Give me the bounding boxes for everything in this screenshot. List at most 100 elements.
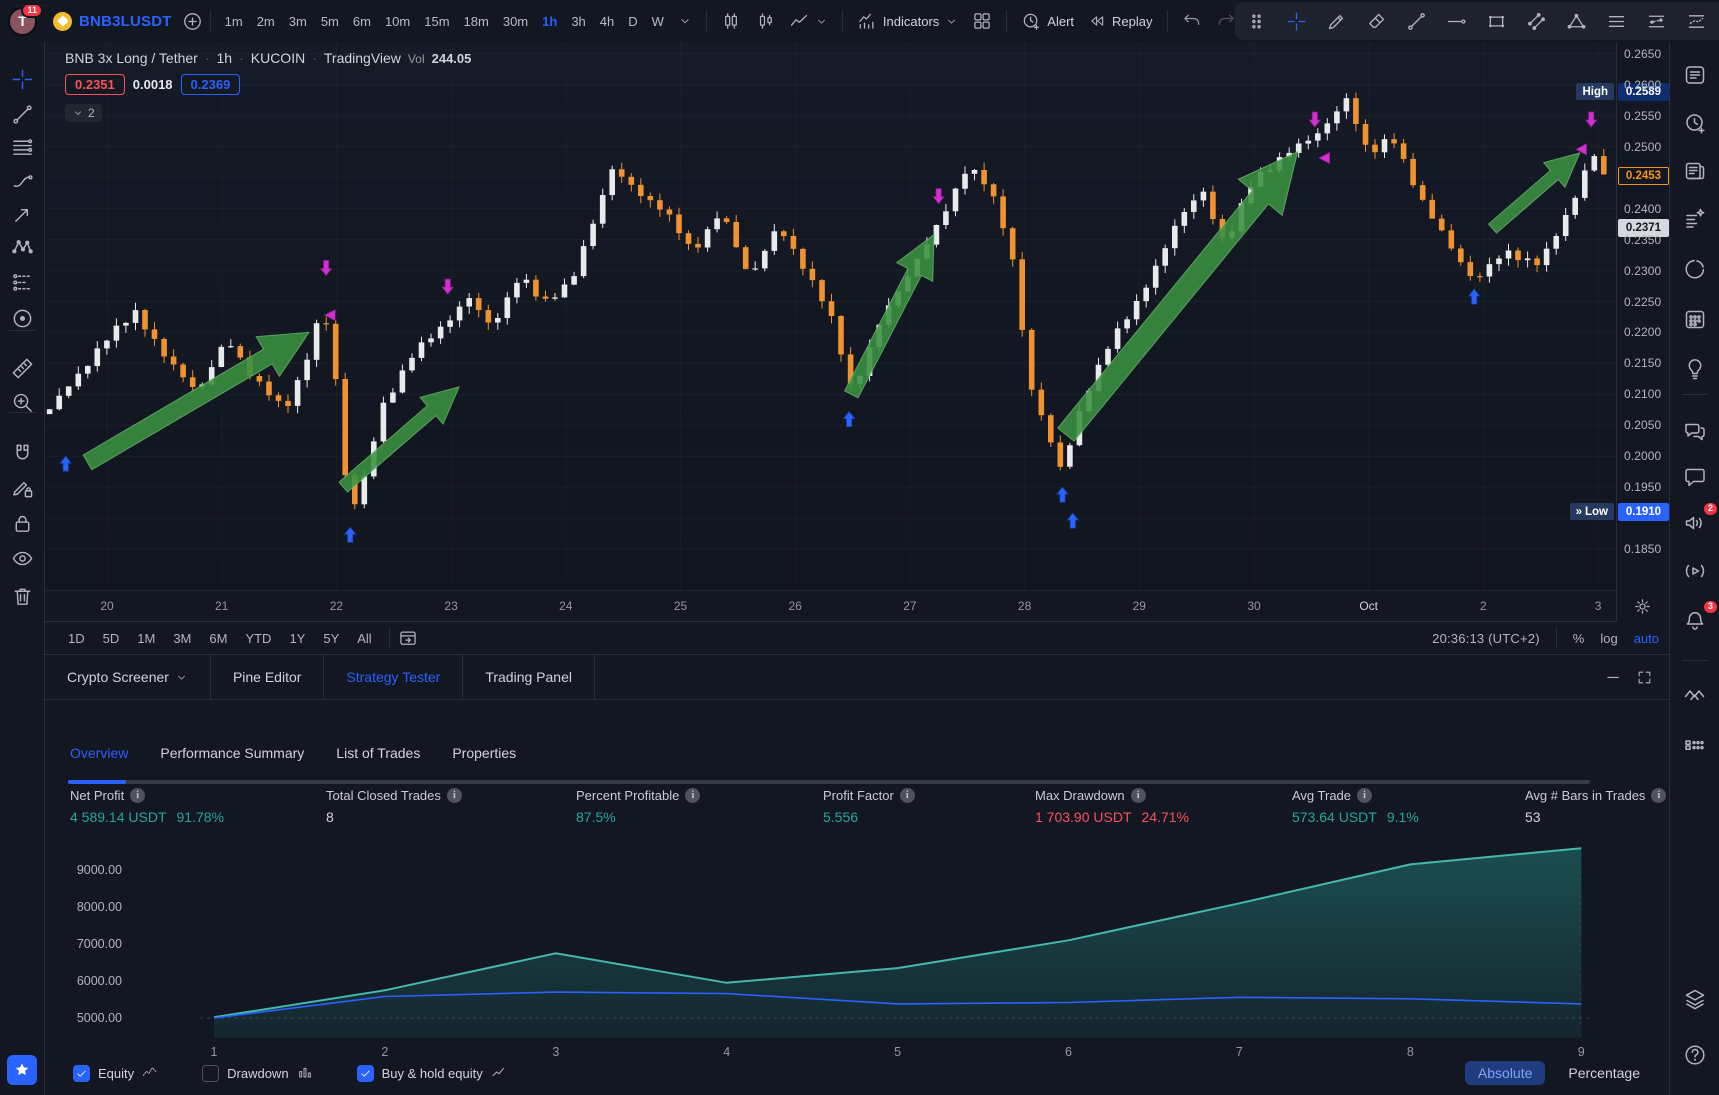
subtab-overview[interactable]: Overview — [70, 745, 129, 761]
chart-style-candles-button[interactable] — [714, 6, 748, 36]
palette-pen-button[interactable] — [1317, 5, 1355, 37]
palette-horizontal-line-button[interactable] — [1437, 5, 1475, 37]
sidebar-lightbulb-button[interactable] — [1678, 352, 1712, 386]
tool-forecast-button[interactable] — [6, 266, 39, 299]
checkbox[interactable] — [73, 1064, 90, 1082]
checkbox[interactable] — [202, 1064, 220, 1082]
mode-absolute-button[interactable]: Absolute — [1464, 1061, 1546, 1085]
timeframe-4h[interactable]: 4h — [599, 13, 615, 29]
palette-crosshair-button[interactable] — [1277, 5, 1315, 37]
sidebar-chat-single-button[interactable] — [1678, 460, 1712, 494]
clock-text[interactable]: 20:36:13 (UTC+2) — [1432, 630, 1540, 646]
timeframe-3h[interactable]: 3h — [571, 13, 586, 29]
redo-button[interactable] — [1209, 6, 1243, 36]
info-icon[interactable]: i — [1357, 788, 1373, 803]
go-to-date-button[interactable] — [398, 628, 418, 648]
sidebar-data-window-button[interactable] — [1678, 202, 1712, 236]
tool-trash-button[interactable] — [6, 580, 39, 613]
tool-ruler-button[interactable] — [6, 352, 39, 385]
palette-drag-handle-button[interactable] — [1237, 5, 1275, 37]
ask-price[interactable]: 0.2369 — [180, 74, 241, 95]
palette-price-lines-c-button[interactable] — [1677, 5, 1715, 37]
palette-triangle-pattern-button[interactable] — [1557, 5, 1595, 37]
sidebar-pie-chart-button[interactable] — [1678, 252, 1712, 286]
tool-brush-button[interactable] — [6, 165, 39, 198]
sidebar-bell-button[interactable]: 3 — [1678, 599, 1719, 638]
sidebar-streams-button[interactable] — [1678, 554, 1712, 588]
tab-trading-panel[interactable]: Trading Panel — [463, 655, 595, 699]
sidebar-news-button[interactable] — [1678, 154, 1712, 188]
timeframe-6m[interactable]: 6m — [352, 13, 371, 29]
tab-strategy-tester[interactable]: Strategy Tester — [324, 655, 464, 699]
bid-price[interactable]: 0.2351 — [65, 74, 125, 95]
tool-circle-shape-button[interactable] — [6, 302, 39, 335]
subtab-performance-summary[interactable]: Performance Summary — [160, 745, 305, 761]
info-icon[interactable]: i — [1651, 788, 1667, 803]
candlestick-chart[interactable]: BNB 3x Long / Tether · 1h · KUCOIN · Tra… — [45, 42, 1616, 590]
tool-fib-retracement-button[interactable] — [6, 131, 39, 164]
palette-price-lines-b-button[interactable] — [1637, 5, 1675, 37]
subtab-list-of-trades[interactable]: List of Trades — [336, 745, 421, 761]
tool-crosshair-button[interactable] — [6, 63, 39, 96]
sidebar-object-tree-button[interactable] — [1678, 678, 1712, 712]
range-1m-button[interactable]: 1M — [137, 630, 156, 646]
palette-parallel-channel-button[interactable] — [1517, 5, 1555, 37]
timeframe-15m[interactable]: 15m — [424, 13, 450, 29]
range-5d-button[interactable]: 5D — [102, 630, 120, 646]
tool-eye-button[interactable] — [6, 542, 39, 575]
info-icon[interactable]: i — [1130, 788, 1146, 803]
sidebar-watchlist-button[interactable] — [1678, 58, 1712, 92]
user-avatar[interactable]: T 11 — [8, 2, 43, 36]
alert-button[interactable]: Alert — [1014, 6, 1081, 36]
info-icon[interactable]: i — [899, 788, 915, 803]
compare-add-button[interactable] — [182, 11, 203, 32]
tool-xabcd-pattern-button[interactable] — [6, 231, 39, 264]
palette-rectangle-tool-button[interactable] — [1477, 5, 1515, 37]
range-3m-button[interactable]: 3M — [173, 630, 192, 646]
price-axis-settings-slot[interactable] — [1633, 597, 1652, 616]
timeframe-1m[interactable]: 1m — [224, 13, 243, 29]
indicators-collapsed-chip[interactable]: 2 — [65, 104, 102, 122]
range-all-button[interactable]: All — [357, 630, 372, 646]
maximize-panel-button[interactable] — [1636, 669, 1653, 686]
timeframe-W[interactable]: W — [651, 13, 664, 29]
undo-button[interactable] — [1175, 6, 1209, 36]
tool-drawing-mode-button[interactable] — [6, 472, 39, 505]
sidebar-chat-double-button[interactable] — [1678, 414, 1712, 448]
toggle-buy-hold-equity[interactable]: Buy & hold equity — [356, 1064, 507, 1082]
sidebar-grid-boxes-button[interactable] — [1678, 728, 1712, 762]
multichart-layout-button[interactable] — [965, 6, 999, 36]
sidebar-minds-button[interactable]: 2 — [1678, 501, 1719, 540]
range-1d-button[interactable]: 1D — [68, 630, 85, 646]
timeframe-10m[interactable]: 10m — [384, 13, 411, 29]
toggle-drawdown[interactable]: Drawdown — [202, 1064, 312, 1082]
replay-button[interactable]: Replay — [1081, 6, 1159, 36]
sidebar-alarm-clock-button[interactable] — [1678, 106, 1712, 140]
tool-zoom-in-button[interactable] — [6, 386, 39, 419]
palette-trend-line-button[interactable] — [1397, 5, 1435, 37]
low-price-label[interactable]: » Low — [1569, 503, 1614, 520]
tool-lock-button[interactable] — [6, 507, 39, 540]
range-1y-button[interactable]: 1Y — [289, 630, 306, 646]
timeframe-30m[interactable]: 30m — [502, 13, 529, 29]
tab-crypto-screener[interactable]: Crypto Screener — [45, 655, 211, 699]
info-icon[interactable]: i — [685, 788, 701, 803]
favorites-star-button[interactable] — [7, 1055, 37, 1085]
line-tools-button[interactable] — [782, 6, 835, 36]
tool-trend-line-button[interactable] — [6, 98, 39, 131]
mode-percentage-button[interactable]: Percentage — [1568, 1065, 1640, 1081]
palette-price-lines-a-button[interactable] — [1597, 5, 1635, 37]
toggle-equity[interactable]: Equity — [73, 1064, 158, 1082]
chart-title-row[interactable]: BNB 3x Long / Tether · 1h · KUCOIN · Tra… — [65, 50, 471, 66]
chart-style-alt-button[interactable] — [748, 6, 782, 36]
tool-arrow-marker-button[interactable] — [6, 198, 39, 231]
timeframe-D[interactable]: D — [628, 13, 638, 29]
info-icon[interactable]: i — [446, 788, 462, 803]
info-icon[interactable]: i — [130, 788, 146, 803]
percent-scale-button[interactable]: % — [1572, 630, 1585, 646]
timeframe-5m[interactable]: 5m — [320, 13, 339, 29]
checkbox[interactable] — [356, 1064, 374, 1082]
tool-magnet-button[interactable] — [6, 437, 39, 470]
range-5y-button[interactable]: 5Y — [323, 630, 340, 646]
log-scale-button[interactable]: log — [1600, 630, 1618, 646]
